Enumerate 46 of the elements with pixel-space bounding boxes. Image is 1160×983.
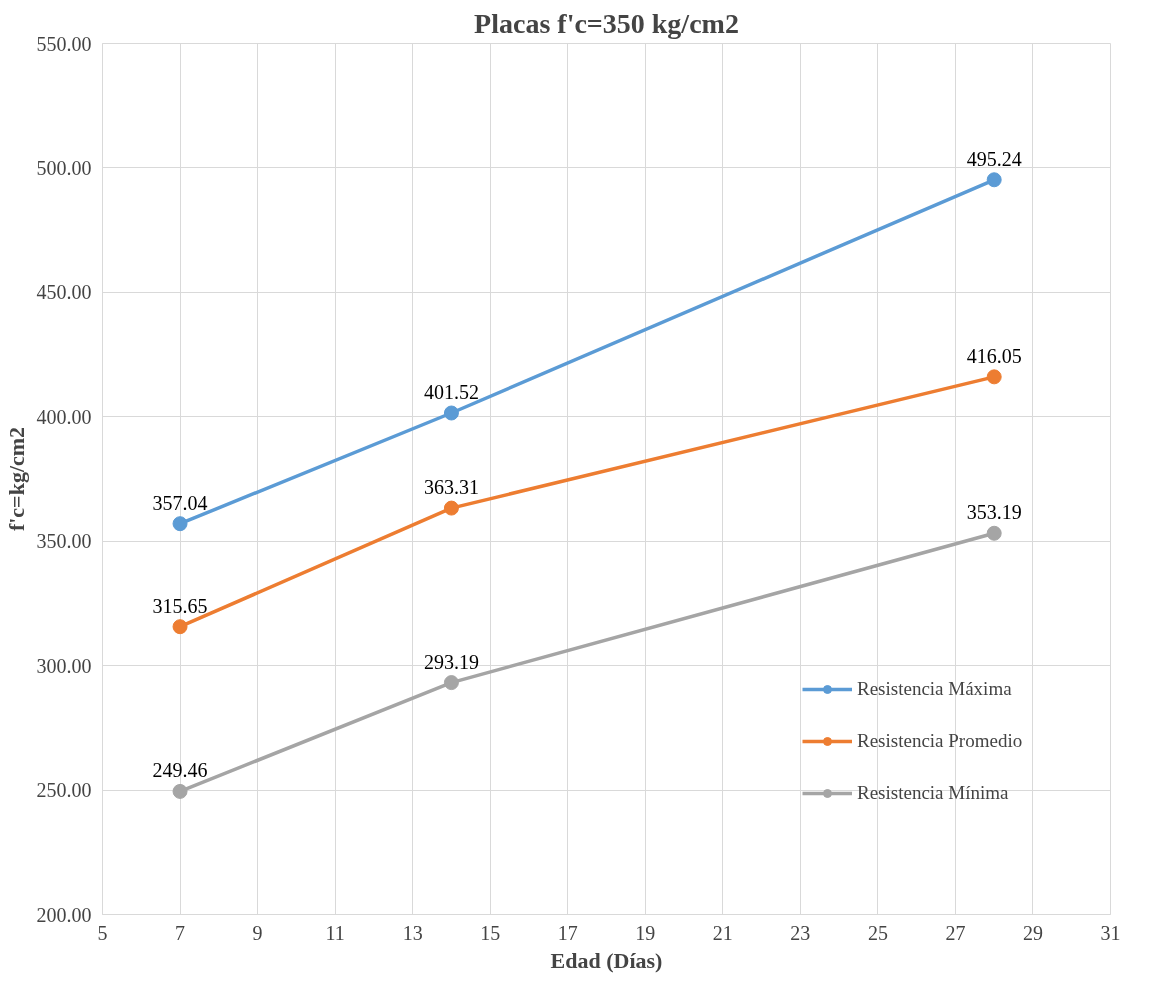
y-tick-label: 400.00 <box>36 405 92 428</box>
x-tick-label: 21 <box>712 921 733 944</box>
x-tick-label: 11 <box>325 921 345 944</box>
y-tick-label: 300.00 <box>36 654 92 677</box>
x-tick-label: 9 <box>252 921 263 944</box>
x-tick-label: 25 <box>867 921 888 944</box>
x-tick-label: 15 <box>480 921 501 944</box>
y-axis-title: f'c=kg/cm2 <box>3 426 29 532</box>
x-tick-label: 13 <box>402 921 423 944</box>
x-tick-label: 19 <box>635 921 656 944</box>
y-tick-label: 450.00 <box>36 281 92 304</box>
x-tick-label: 17 <box>557 921 578 944</box>
point <box>986 172 1002 188</box>
x-axis-title: Edad (Días) <box>550 947 663 973</box>
point <box>986 369 1002 385</box>
x-tick-label: 27 <box>945 921 966 944</box>
y-tick-label: 250.00 <box>36 779 92 802</box>
x-tick-label: 23 <box>790 921 811 944</box>
data-label: 293.19 <box>423 650 479 673</box>
data-label: 495.24 <box>966 147 1022 170</box>
point <box>443 405 459 421</box>
point <box>172 783 188 799</box>
data-label: 416.05 <box>966 344 1022 367</box>
y-tick-label: 550.00 <box>36 32 92 55</box>
y-tick-label: 200.00 <box>36 903 92 926</box>
x-tick-label: 7 <box>175 921 186 944</box>
data-label: 353.19 <box>966 501 1022 524</box>
legend-label: Resistencia Mínima <box>857 782 1009 804</box>
point <box>443 500 459 516</box>
legend-label: Resistencia Promedio <box>857 730 1023 752</box>
data-label: 357.04 <box>152 491 208 514</box>
point <box>172 619 188 635</box>
x-tick-label: 31 <box>1100 921 1121 944</box>
data-label: 249.46 <box>152 759 208 782</box>
point <box>172 516 188 532</box>
y-tick-label: 500.00 <box>36 156 92 179</box>
x-tick-label: 29 <box>1022 921 1043 944</box>
point <box>986 525 1002 541</box>
data-label: 315.65 <box>152 594 208 617</box>
chart-title: Placas f'c=350 kg/cm2 <box>474 7 739 39</box>
legend-label: Resistencia Máxima <box>857 678 1012 700</box>
y-tick-label: 350.00 <box>36 530 92 553</box>
data-label: 363.31 <box>423 476 479 499</box>
x-tick-label: 5 <box>97 921 108 944</box>
point <box>443 675 459 691</box>
data-label: 401.52 <box>423 381 479 403</box>
